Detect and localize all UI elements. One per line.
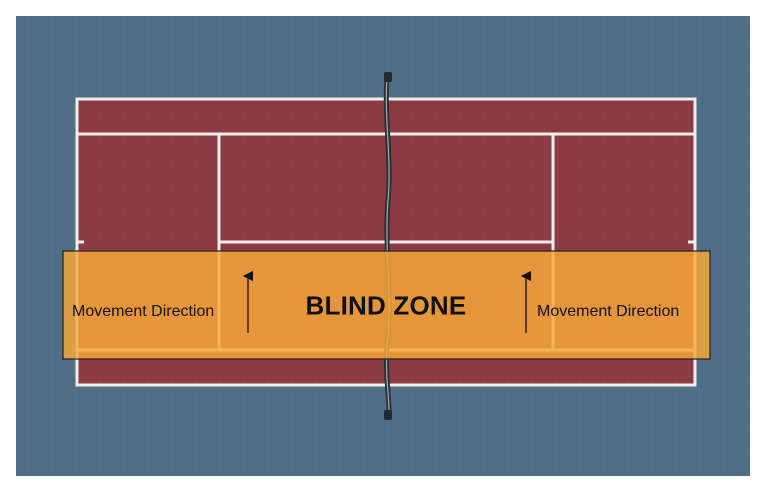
blind-zone-label: BLIND ZONE — [305, 290, 467, 321]
blind-zone-overlay — [62, 250, 711, 360]
net-post-top — [384, 72, 392, 82]
net-post-bottom — [384, 410, 392, 420]
movement-direction-label-right: Movement Direction — [537, 303, 680, 320]
movement-direction-label-left: Movement Direction — [72, 303, 215, 320]
